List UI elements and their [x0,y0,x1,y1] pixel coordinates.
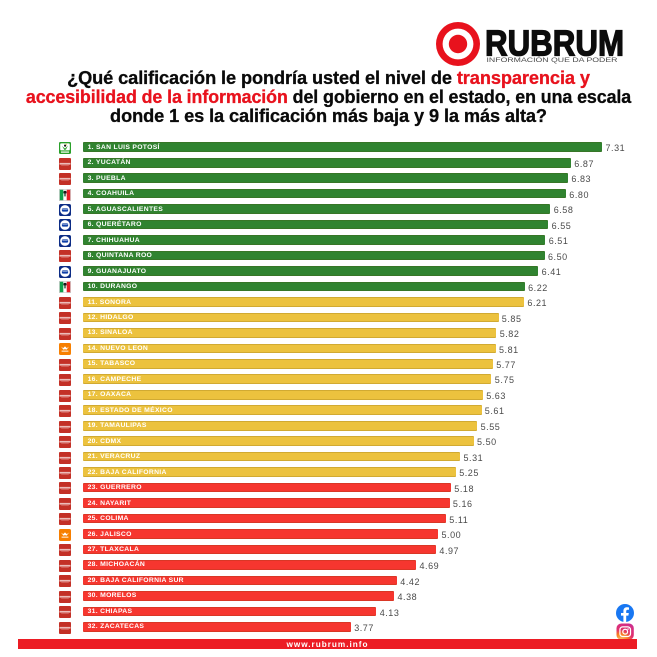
svg-text:RUBRUM: RUBRUM [485,23,624,64]
svg-text:INFORMACIÓN QUE DA PODER: INFORMACIÓN QUE DA PODER [487,55,618,64]
